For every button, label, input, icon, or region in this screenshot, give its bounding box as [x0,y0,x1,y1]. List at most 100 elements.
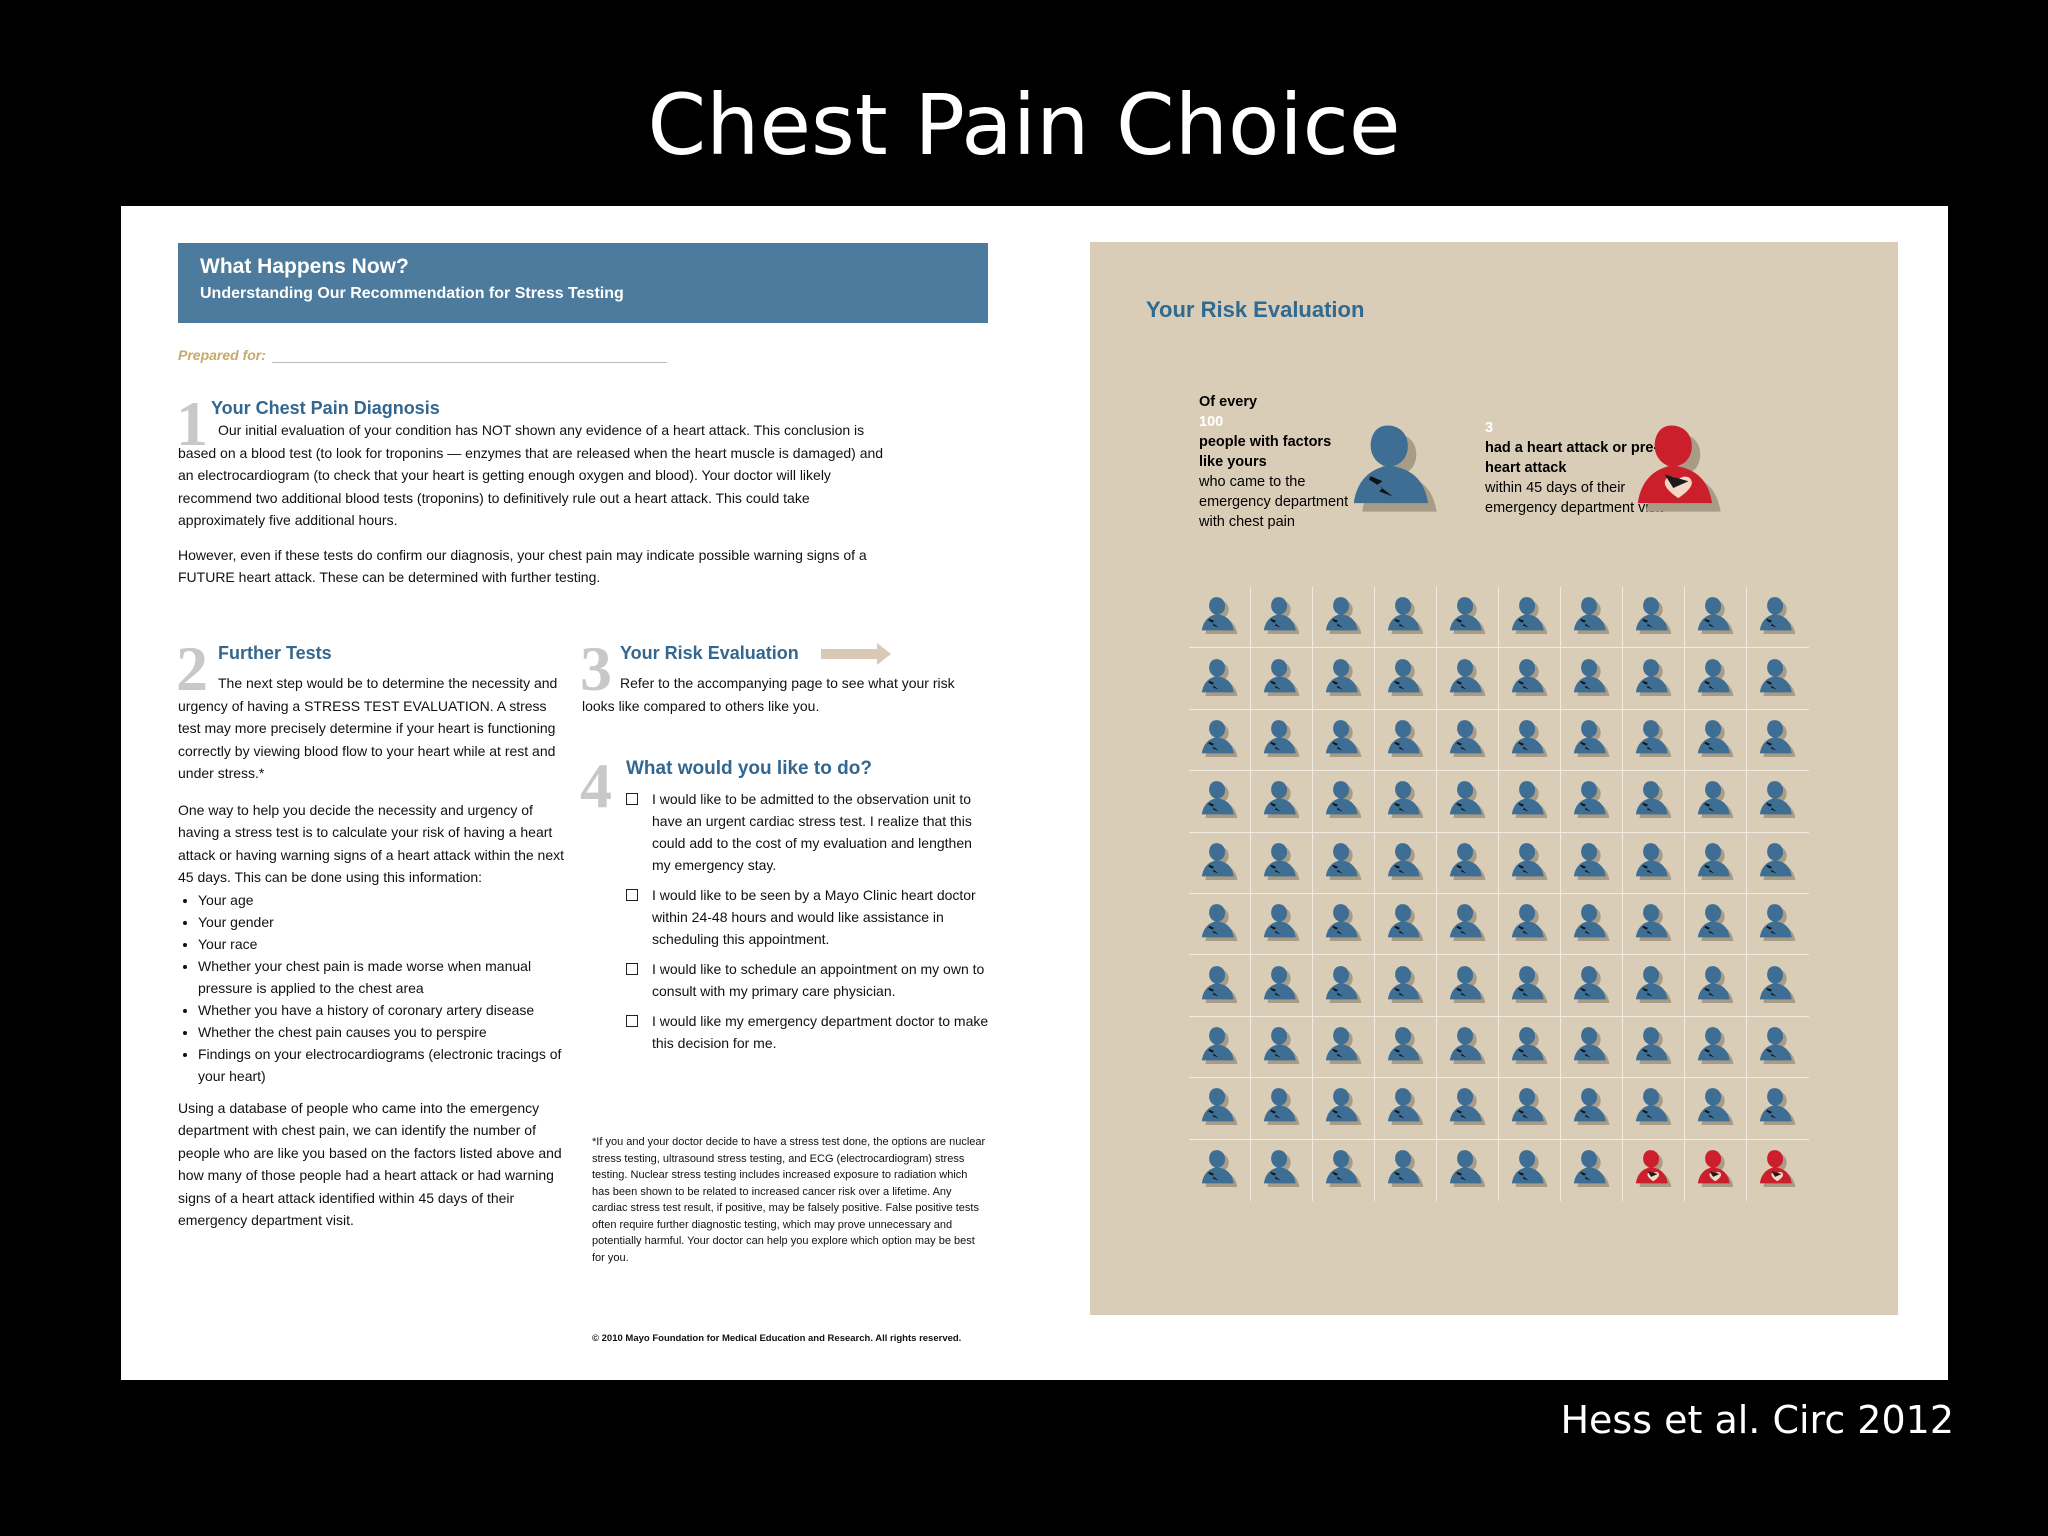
person-icon [1261,778,1303,824]
section-title: Your Chest Pain Diagnosis [211,398,440,418]
pictograph-cell [1499,648,1561,710]
person-icon [1571,1147,1613,1193]
pictograph-cell [1437,1139,1499,1201]
person-icon [1509,963,1551,1009]
person-heart-icon [1757,1147,1799,1193]
person-icon [1509,717,1551,763]
option-checkbox[interactable] [626,1015,638,1027]
prepared-for-field[interactable] [271,348,667,363]
pictograph-cell [1375,832,1437,894]
pictograph-cell [1499,1016,1561,1079]
person-icon [1633,901,1675,947]
event-count: 3 [1485,420,1494,436]
person-icon [1509,1147,1551,1193]
person-icon [1385,1147,1427,1193]
person-icon [1695,778,1737,824]
pictograph-cell [1189,955,1251,1017]
person-icon [1261,594,1303,640]
header-banner: What Happens Now? Understanding Our Reco… [178,243,988,323]
risk-panel: Your Risk Evaluation Of every 100 people… [1090,242,1898,1315]
pictograph-cell [1747,833,1809,894]
person-icon [1447,840,1489,886]
list-item: Whether you have a history of coronary a… [198,999,568,1021]
pictograph-cell [1313,1139,1375,1201]
option-checkbox[interactable] [626,793,638,805]
list-item: Your age [198,889,568,911]
person-icon [1199,1147,1241,1193]
pictograph-cell [1747,955,1809,1017]
section-paragraph: Using a database of people who came into… [178,1099,562,1229]
pictograph-cell [1375,771,1437,833]
person-icon [1695,717,1737,763]
person-icon [1199,1024,1241,1070]
pictograph-cell [1375,587,1437,649]
footnote: *If you and your doctor decide to have a… [592,1136,986,1264]
pictograph-cell [1313,771,1375,833]
pictograph-cell [1747,710,1809,772]
pictograph-cell [1251,709,1313,772]
person-icon [1385,656,1427,702]
person-icon [1323,963,1365,1009]
pictograph-cell [1561,955,1623,1017]
event-line: had a heart attack or pre-heart attack [1485,440,1659,476]
pictograph-cell [1189,709,1251,772]
person-icon [1199,778,1241,824]
person-icon [1757,717,1799,763]
option-label: I would like to be seen by a Mayo Clinic… [652,887,976,947]
person-icon [1757,1085,1799,1131]
person-icon [1633,1024,1675,1070]
person-icon [1261,1085,1303,1131]
person-icon [1261,717,1303,763]
pictograph-cell [1561,1078,1623,1140]
handout-document: What Happens Now? Understanding Our Reco… [121,206,1948,1380]
pictograph-cell [1623,832,1685,894]
person-icon [1323,840,1365,886]
section-title: What would you like to do? [626,758,872,779]
pictograph-cell [1499,832,1561,894]
option-doctor-decides: I would like my emergency department doc… [582,1010,992,1054]
pictograph-cell [1375,1139,1437,1201]
pictograph-cell [1437,648,1499,710]
person-icon [1323,778,1365,824]
pictograph-cell [1685,587,1747,649]
arrow-right-icon [820,642,891,665]
person-icon [1695,656,1737,702]
person-icon [1199,963,1241,1009]
pictograph-cell [1623,587,1685,649]
option-checkbox[interactable] [626,889,638,901]
person-icon [1633,840,1675,886]
option-label: I would like my emergency department doc… [652,1013,989,1051]
pictograph-cell [1313,648,1375,710]
pictograph-cell [1189,832,1251,894]
person-icon [1199,594,1241,640]
option-primary-care: I would like to schedule an appointment … [582,958,992,1002]
pictograph-cell [1561,648,1623,710]
pictograph-cell [1437,1016,1499,1079]
option-checkbox[interactable] [626,963,638,975]
pictograph-cell [1685,648,1747,710]
pictograph-cell [1313,1078,1375,1140]
pictograph-cell [1251,893,1313,956]
pictograph-cell [1499,955,1561,1017]
pictograph-cell [1561,832,1623,894]
list-item: Whether your chest pain is made worse wh… [198,955,568,999]
pictograph-cell [1685,1016,1747,1079]
pictograph-cell [1685,771,1747,833]
pictograph-cell [1747,894,1809,956]
person-icon [1509,778,1551,824]
pictograph-cell [1685,1078,1747,1140]
person-icon [1261,963,1303,1009]
person-icon [1323,717,1365,763]
pictograph-cell [1499,771,1561,833]
person-icon [1757,1024,1799,1070]
pictograph-cell [1499,1139,1561,1201]
pictograph-cell [1375,648,1437,710]
person-icon [1447,1024,1489,1070]
person-icon [1695,1024,1737,1070]
person-icon [1447,1085,1489,1131]
person-icon [1385,1024,1427,1070]
section-number: 2 [176,633,208,704]
person-icon [1757,901,1799,947]
person-heart-icon [1695,1147,1737,1193]
pictograph-cell [1623,771,1685,833]
